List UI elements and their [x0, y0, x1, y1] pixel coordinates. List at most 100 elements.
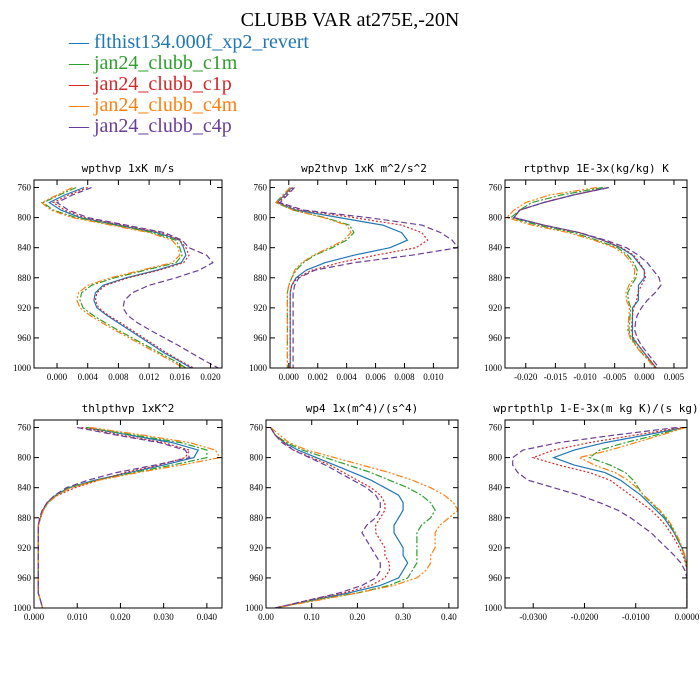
legend-entry: — jan24_clubb_c1p — [68, 73, 232, 95]
y-tick-label: 1000 — [245, 603, 264, 613]
series-line — [512, 426, 687, 608]
plot-frame — [504, 179, 688, 369]
x-tick-label: 0.010 — [67, 612, 88, 622]
series-line — [274, 187, 352, 368]
x-tick-label: 0.020 — [200, 372, 221, 382]
x-tick-label: 0.000 — [634, 372, 655, 382]
y-tick-label: 1000 — [13, 363, 32, 373]
series-line — [40, 186, 184, 368]
series-line — [55, 186, 219, 368]
x-tick-label: 0.005 — [664, 372, 685, 382]
series-line — [270, 427, 381, 608]
chart-panel: wprtpthlp 1-E-3x(m kg K)/(s kg) 760 800 840… — [484, 402, 700, 622]
y-tick-label: 920 — [489, 303, 503, 313]
x-tick-label: 0.004 — [337, 372, 358, 382]
y-tick-label: 1000 — [484, 363, 503, 373]
series-line — [551, 426, 687, 608]
y-tick-label: 800 — [254, 213, 268, 223]
y-tick-label: 920 — [18, 303, 32, 313]
y-tick-label: 800 — [18, 453, 32, 463]
y-tick-label: 760 — [489, 183, 503, 193]
panel-title: wp4 1x(m^4)/(s^4) — [306, 402, 419, 415]
legend-entry: — jan24_clubb_c4p — [68, 115, 232, 137]
x-tick-label: 0.002 — [308, 372, 328, 382]
y-tick-label: 840 — [18, 243, 32, 253]
series-line — [42, 186, 187, 368]
y-tick-label: 760 — [489, 423, 503, 433]
x-tick-label: 0.40 — [441, 612, 457, 622]
y-tick-label: 960 — [18, 573, 32, 583]
series-line — [279, 187, 458, 368]
x-tick-label: 0.004 — [78, 372, 99, 382]
x-tick-label: 0.008 — [394, 372, 415, 382]
series-line — [51, 186, 194, 368]
y-tick-label: 880 — [489, 273, 503, 283]
x-tick-label: 0.000 — [279, 372, 300, 382]
series-line — [48, 186, 192, 368]
series-line — [37, 426, 200, 608]
series-line — [270, 427, 409, 608]
y-tick-label: 960 — [254, 333, 268, 343]
figure-title: CLUBB VAR at275E,-20N — [241, 9, 460, 31]
panel-title: wp2thvp 1xK m^2/s^2 — [301, 162, 427, 175]
series-line — [37, 426, 208, 608]
series-line — [509, 186, 656, 368]
y-tick-label: 920 — [254, 303, 268, 313]
x-tick-label: 0.030 — [154, 612, 175, 622]
y-tick-label: 760 — [254, 183, 268, 193]
x-tick-label: 0.000 — [24, 612, 45, 622]
panel-title: wprtpthlp 1-E-3x(m kg K)/(s kg) — [493, 402, 698, 415]
x-tick-label: 0.006 — [365, 372, 386, 382]
y-tick-label: 960 — [18, 333, 32, 343]
x-tick-label: 0.30 — [395, 612, 411, 622]
series-line — [37, 426, 221, 608]
y-tick-label: 920 — [250, 543, 264, 553]
y-tick-label: 760 — [18, 183, 32, 193]
x-tick-label: -0.005 — [603, 372, 627, 382]
panel-title: thlpthvp 1xK^2 — [82, 402, 175, 415]
panels: wpthvp 1xK m/s 760 800 840 880 920 960 1000 0.00… — [13, 162, 700, 622]
series-line — [270, 427, 390, 608]
plot-frame — [265, 419, 459, 609]
series-line — [531, 426, 687, 608]
y-tick-label: 920 — [489, 543, 503, 553]
x-tick-label: -0.0300 — [519, 612, 547, 622]
y-tick-label: 800 — [489, 453, 503, 463]
y-tick-label: 840 — [489, 483, 503, 493]
y-tick-label: 800 — [18, 213, 32, 223]
y-tick-label: 1000 — [484, 603, 503, 613]
chart-panel: wpthvp 1xK m/s 760 800 840 880 920 960 1000 0.00… — [13, 162, 223, 382]
y-tick-label: 800 — [489, 213, 503, 223]
series-line — [37, 426, 191, 608]
plot-frame — [269, 179, 459, 369]
legend-entry: — flthist134.000f_xp2_revert — [68, 31, 309, 53]
y-tick-label: 840 — [489, 243, 503, 253]
panel-title: wpthvp 1xK m/s — [82, 162, 175, 175]
x-tick-label: -0.010 — [573, 372, 597, 382]
x-tick-label: -0.0100 — [622, 612, 650, 622]
series-line — [277, 187, 429, 368]
series-line — [505, 186, 655, 368]
y-tick-label: 880 — [18, 273, 32, 283]
y-tick-label: 880 — [18, 513, 32, 523]
x-tick-label: -0.015 — [544, 372, 568, 382]
legend: — flthist134.000f_xp2_revert— jan24_club… — [68, 31, 309, 137]
x-tick-label: 0.016 — [170, 372, 191, 382]
y-tick-label: 960 — [250, 573, 264, 583]
x-tick-label: 0.000 — [47, 372, 68, 382]
y-tick-label: 880 — [489, 513, 503, 523]
x-tick-label: 0.010 — [423, 372, 444, 382]
y-tick-label: 800 — [250, 453, 264, 463]
x-tick-label: 0.10 — [304, 612, 320, 622]
series-line — [37, 426, 191, 608]
x-tick-label: -0.020 — [514, 372, 538, 382]
plot-frame — [33, 179, 223, 369]
x-tick-label: 0.040 — [197, 612, 218, 622]
legend-entry: — jan24_clubb_c1m — [68, 52, 238, 74]
series-line — [512, 186, 662, 368]
chart-panel: rtpthvp 1E-3x(kg/kg) K 760 800 840 880 920 960… — [484, 162, 688, 382]
chart-panel: wp4 1x(m^4)/(s^4)76080084088092096010000… — [245, 402, 459, 622]
plot-frame — [33, 419, 223, 609]
series-line — [270, 427, 436, 608]
